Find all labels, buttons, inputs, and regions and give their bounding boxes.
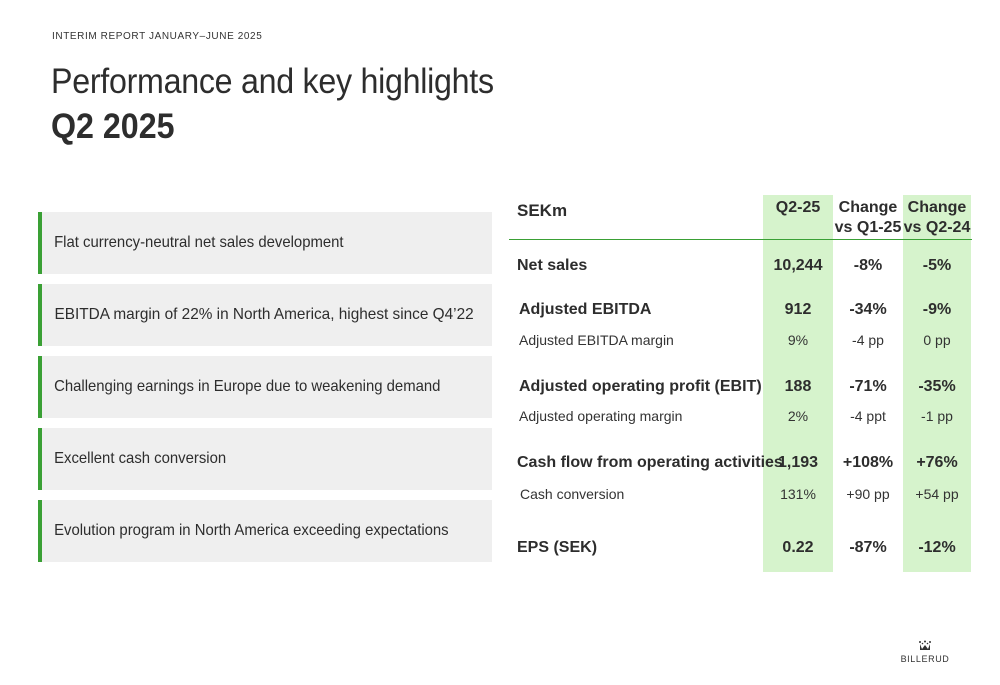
table-cell: 10,244 [773, 257, 823, 274]
row-label-adjusted-ebitda-margin: Adjusted EBITDA margin [519, 332, 674, 348]
table-cell: -87% [849, 539, 887, 556]
table-unit-label: SEKm [517, 201, 568, 220]
table-cell: -9% [922, 301, 952, 318]
row-label-eps: EPS (SEK) [517, 539, 598, 556]
highlight-text: Evolution program in North America excee… [54, 522, 449, 539]
brand-name: BILLERUD [900, 654, 950, 664]
table-cell: -35% [918, 378, 956, 395]
page-subtitle: Q2 2025 [51, 107, 175, 146]
table-cell: 9% [787, 332, 809, 348]
change-vs-q2-24-column-highlight [903, 195, 971, 572]
q2-25-column-highlight [763, 195, 833, 572]
page-title: Performance and key highlights [51, 62, 494, 101]
table-cell: 1,193 [777, 454, 819, 471]
column-header-line: Change [907, 199, 967, 216]
row-label-adjusted-ebitda: Adjusted EBITDA [519, 301, 652, 318]
row-label-cash-conversion: Cash conversion [520, 486, 625, 502]
table-cell: -4 pp [852, 332, 884, 348]
row-label-adjusted-operating-margin: Adjusted operating margin [519, 408, 683, 424]
table-cell: 0 pp [923, 332, 951, 348]
table-cell: +54 pp [915, 486, 959, 502]
highlight-text: Challenging earnings in Europe due to we… [54, 378, 441, 395]
column-header-line: Change [838, 199, 898, 216]
row-label-adjusted-operating-profit: Adjusted operating profit (EBIT) [519, 378, 762, 395]
table-cell: 131% [780, 486, 816, 502]
table-cell: 0.22 [782, 539, 814, 556]
column-header-line: vs Q1-25 [834, 219, 902, 236]
table-cell: -5% [922, 257, 952, 274]
column-header-q2-25: Q2-25 [763, 198, 833, 218]
column-header-change-vs-q1-25: Change vs Q1-25 [833, 198, 903, 238]
table-header-rule [509, 239, 972, 240]
highlight-item: Flat currency-neutral net sales developm… [38, 212, 492, 274]
table-cell: +76% [916, 454, 958, 471]
highlight-text: EBITDA margin of 22% in North America, h… [54, 306, 474, 323]
highlight-item: Challenging earnings in Europe due to we… [38, 356, 492, 418]
billerud-logo: BILLERUD [897, 640, 953, 664]
table-cell: 912 [784, 301, 812, 318]
table-cell: -34% [849, 301, 887, 318]
table-cell: +108% [842, 454, 894, 471]
table-cell: -1 pp [921, 408, 953, 424]
highlight-item: Excellent cash conversion [38, 428, 492, 490]
column-header-line: vs Q2-24 [903, 219, 971, 236]
highlight-item: Evolution program in North America excee… [38, 500, 492, 562]
highlight-text: Excellent cash conversion [54, 450, 227, 467]
column-header-change-vs-q2-24: Change vs Q2-24 [903, 198, 971, 238]
table-cell: 2% [787, 408, 809, 424]
table-cell: +90 pp [846, 486, 890, 502]
row-label-net-sales: Net sales [517, 257, 588, 274]
table-cell: -4 ppt [850, 408, 886, 424]
column-header-line: Q2-25 [775, 199, 821, 216]
table-cell: -71% [849, 378, 887, 395]
highlight-text: Flat currency-neutral net sales developm… [54, 234, 344, 251]
report-kicker: INTERIM REPORT JANUARY–JUNE 2025 [52, 31, 263, 42]
table-cell: -12% [918, 539, 956, 556]
table-cell: 188 [784, 378, 812, 395]
crown-icon [919, 640, 931, 650]
highlight-item: EBITDA margin of 22% in North America, h… [38, 284, 492, 346]
row-label-cash-flow: Cash flow from operating activities [517, 454, 783, 471]
table-cell: -8% [853, 257, 883, 274]
